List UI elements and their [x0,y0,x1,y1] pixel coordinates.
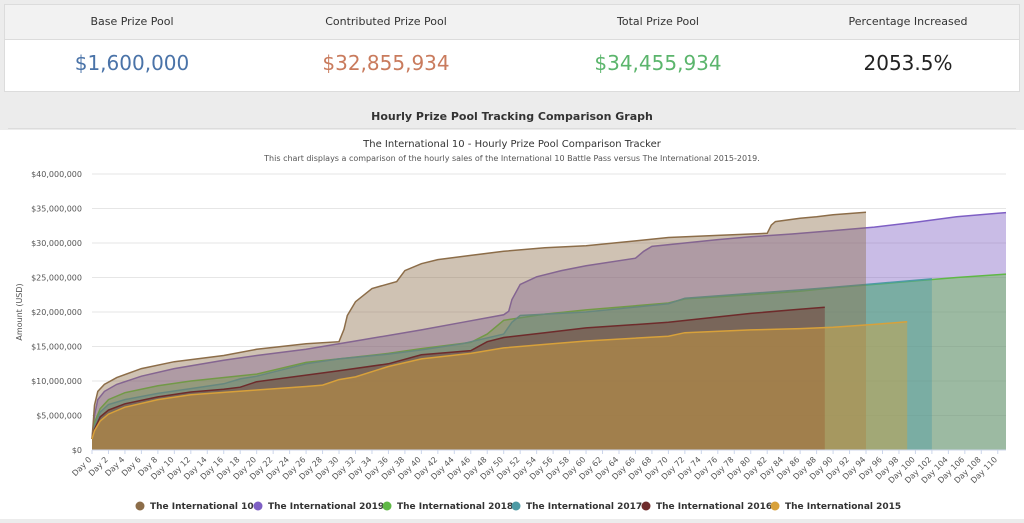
y-tick-label: $25,000,000 [31,274,82,283]
legend-label: The International 2015 [785,502,901,512]
stat-label: Base Prize Pool [90,15,174,28]
legend-item[interactable]: The International 2018 [382,501,514,513]
series-line [91,278,932,440]
series-the-international-2015 [91,320,908,450]
series-area [92,212,1006,450]
legend-marker [382,501,392,511]
legend-marker [511,501,521,511]
divider [8,128,1016,129]
series-line [91,211,867,440]
legend-label: The International 10 [150,502,254,512]
legend-marker [135,501,145,511]
stat-label: Contributed Prize Pool [325,15,447,28]
legend-item[interactable]: The International 2017 [511,501,643,513]
series-area [92,278,932,450]
y-tick-label: $0 [72,446,82,455]
series-line [91,320,908,440]
chart-container: The International 10 - Hourly Prize Pool… [0,130,1024,519]
stat-value: $1,600,000 [74,51,190,75]
chart-title: The International 10 - Hourly Prize Pool… [362,139,662,150]
legend-label: The International 2016 [656,502,772,512]
section-title: Hourly Prize Pool Tracking Comparison Gr… [371,110,653,123]
legend-label: The International 2017 [526,502,642,512]
legend-marker [770,501,780,511]
chart-background [0,130,1024,519]
y-tick-label: $5,000,000 [36,412,82,421]
series-the-international-10 [91,211,867,450]
y-tick-label: $20,000,000 [31,308,82,317]
legend-item[interactable]: The International 10 [135,501,254,513]
stat-label: Total Prize Pool [616,15,699,28]
chart-subtitle: This chart displays a comparison of the … [263,154,760,163]
series-area [92,307,825,450]
stat-percentage-increased: Percentage Increased 2053.5% [803,5,1013,93]
series-the-international-2017 [91,278,932,450]
series-area [92,212,866,450]
y-tick-label: $15,000,000 [31,343,82,352]
stat-label: Percentage Increased [848,15,968,28]
stat-value: $32,855,934 [322,51,450,75]
series-line [91,211,1007,440]
legend-item[interactable]: The International 2019 [253,501,385,513]
series-area [92,274,1006,450]
y-tick-label: $35,000,000 [31,205,82,214]
series-the-international-2016 [91,306,825,450]
stats-header-bar [5,5,1019,40]
legend-item[interactable]: The International 2015 [770,501,902,513]
series-line [91,306,825,440]
stat-value: $34,455,934 [594,51,722,75]
series-area [92,321,908,450]
stat-total-prize-pool: Total Prize Pool $34,455,934 [513,5,803,93]
y-tick-label: $30,000,000 [31,239,82,248]
legend-marker [641,501,651,511]
series-the-international-2019 [91,211,1007,450]
legend-marker [253,501,263,511]
legend-item[interactable]: The International 2016 [641,501,773,513]
y-tick-label: $40,000,000 [31,170,82,179]
y-axis-label: Amount (USD) [15,283,24,340]
prize-pool-chart: The International 10 - Hourly Prize Pool… [0,130,1024,519]
stat-base-prize-pool: Base Prize Pool $1,600,000 [5,5,259,93]
stat-contributed-prize-pool: Contributed Prize Pool $32,855,934 [259,5,513,93]
stat-value: 2053.5% [863,51,953,75]
legend-label: The International 2019 [268,502,384,512]
y-tick-label: $10,000,000 [31,377,82,386]
legend-label: The International 2018 [397,502,513,512]
stats-panel: Base Prize Pool $1,600,000 Contributed P… [4,4,1020,92]
